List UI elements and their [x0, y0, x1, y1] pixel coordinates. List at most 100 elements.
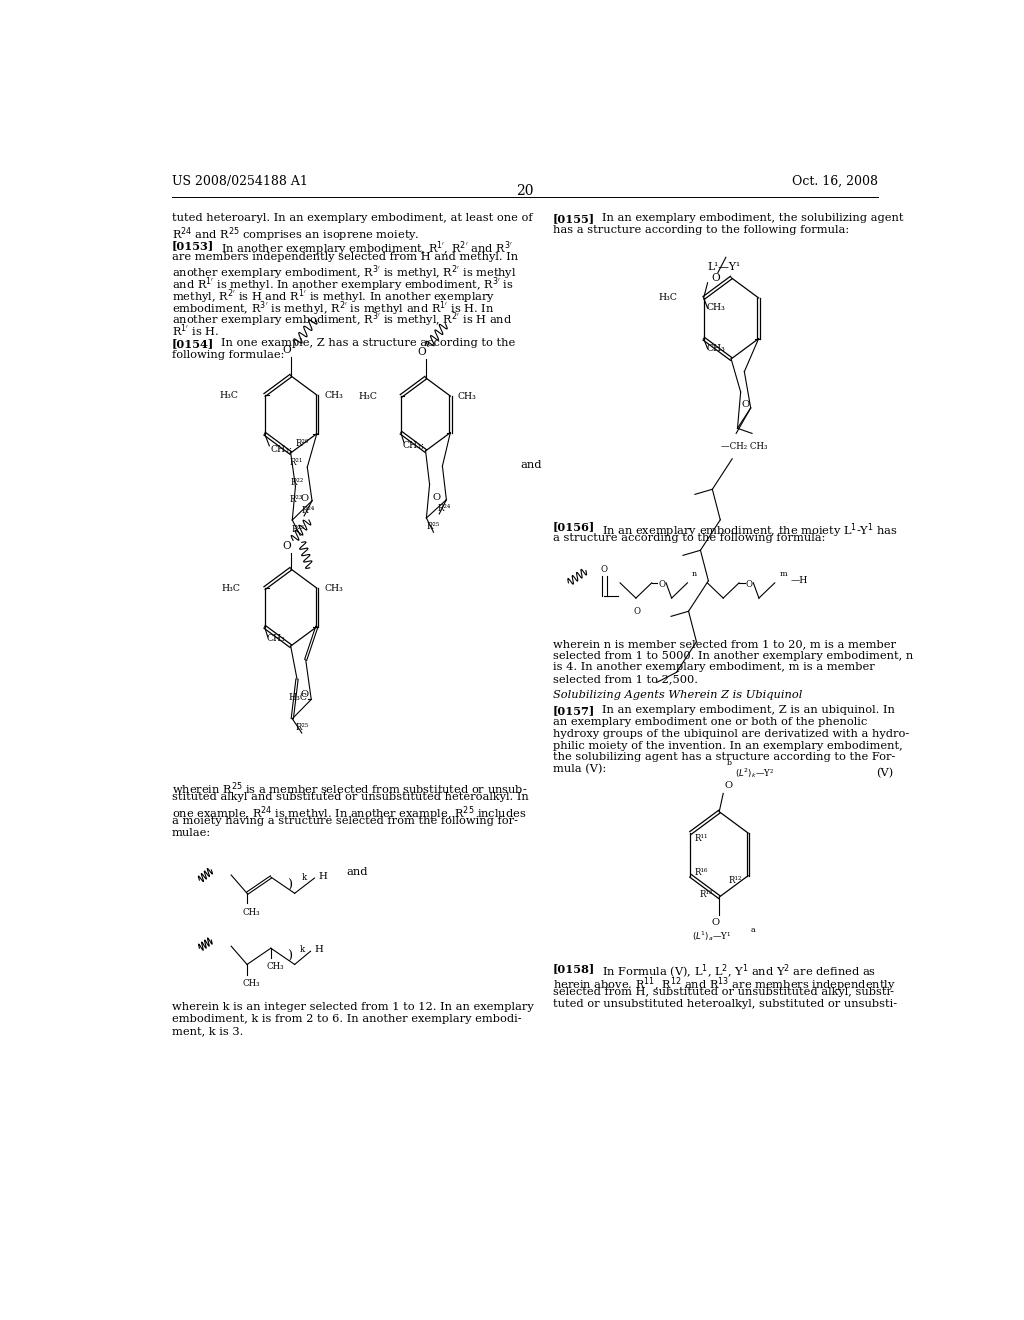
Text: [0156]: [0156]: [553, 521, 595, 532]
Text: [0157]: [0157]: [553, 705, 595, 715]
Text: R²⁵: R²⁵: [292, 525, 305, 535]
Text: CH₃: CH₃: [458, 392, 476, 400]
Text: and: and: [521, 461, 543, 470]
Text: $(L^2)_k$—Y²: $(L^2)_k$—Y²: [735, 766, 774, 780]
Text: R¹⁶: R¹⁶: [694, 869, 708, 878]
Text: O: O: [634, 607, 641, 616]
Text: —CH₂ CH₃: —CH₂ CH₃: [721, 441, 767, 450]
Text: wherein k is an integer selected from 1 to 12. In an exemplary: wherein k is an integer selected from 1 …: [172, 1002, 534, 1012]
Text: In one example, Z has a structure according to the: In one example, Z has a structure accord…: [221, 338, 515, 347]
Text: CH₃: CH₃: [243, 978, 260, 987]
Text: (V): (V): [877, 768, 894, 779]
Text: Oct. 16, 2008: Oct. 16, 2008: [792, 174, 878, 187]
Text: is 4. In another exemplary embodiment, m is a member: is 4. In another exemplary embodiment, m…: [553, 663, 874, 672]
Text: CH₃: CH₃: [324, 583, 343, 593]
Text: embodiment, R$^{3'}$ is methyl, R$^{2'}$ is methyl and R$^{1'}$ is H. In: embodiment, R$^{3'}$ is methyl, R$^{2'}$…: [172, 300, 494, 318]
Text: [0155]: [0155]: [553, 214, 595, 224]
Text: CH₃;: CH₃;: [270, 445, 292, 453]
Text: m: m: [779, 570, 787, 578]
Text: O: O: [417, 347, 426, 358]
Text: b: b: [727, 759, 732, 767]
Text: R²⁰: R²⁰: [296, 438, 309, 447]
Text: H₃C: H₃C: [658, 293, 677, 302]
Text: a structure according to the following formula:: a structure according to the following f…: [553, 533, 825, 544]
Text: [0153]: [0153]: [172, 240, 214, 251]
Text: L¹—Y¹: L¹—Y¹: [708, 263, 740, 272]
Text: O: O: [283, 541, 291, 552]
Text: tuted or unsubstituted heteroalkyl, substituted or unsubsti-: tuted or unsubstituted heteroalkyl, subs…: [553, 999, 897, 1008]
Text: R²⁵: R²⁵: [426, 523, 439, 531]
Text: O: O: [300, 494, 308, 503]
Text: and R$^{1'}$ is methyl. In another exemplary embodiment, R$^{3'}$ is: and R$^{1'}$ is methyl. In another exemp…: [172, 276, 513, 294]
Text: —H: —H: [791, 577, 808, 585]
Text: O: O: [712, 273, 720, 282]
Text: another exemplary embodiment, R$^{3'}$ is methyl, R$^{2'}$ is methyl: another exemplary embodiment, R$^{3'}$ i…: [172, 264, 516, 282]
Text: O: O: [712, 917, 719, 927]
Text: O: O: [745, 581, 753, 590]
Text: selected from 1 to 2,500.: selected from 1 to 2,500.: [553, 675, 697, 684]
Text: R¹¹: R¹¹: [694, 834, 708, 842]
Text: In Formula (V), L$^{1}$, L$^{2}$, Y$^{1}$ and Y$^{2}$ are defined as: In Formula (V), L$^{1}$, L$^{2}$, Y$^{1}…: [602, 964, 876, 981]
Text: herein above. R$^{11}$, R$^{12}$ and R$^{13}$ are members independently: herein above. R$^{11}$, R$^{12}$ and R$^…: [553, 975, 896, 994]
Text: mulae:: mulae:: [172, 828, 211, 838]
Text: R$^{24}$ and R$^{25}$ comprises an isoprene moiety.: R$^{24}$ and R$^{25}$ comprises an isopr…: [172, 226, 419, 244]
Text: are members independently selected from H and methyl. In: are members independently selected from …: [172, 252, 518, 261]
Text: In another exemplary embodiment, R$^{1'}$, R$^{2'}$ and R$^{3'}$: In another exemplary embodiment, R$^{1'}…: [221, 240, 513, 259]
Text: R²³: R²³: [290, 495, 303, 504]
Text: philic moiety of the invention. In an exemplary embodiment,: philic moiety of the invention. In an ex…: [553, 741, 902, 751]
Text: R²⁵: R²⁵: [295, 723, 308, 731]
Text: ): ): [287, 950, 292, 962]
Text: tuted heteroaryl. In an exemplary embodiment, at least one of: tuted heteroaryl. In an exemplary embodi…: [172, 214, 532, 223]
Text: has a structure according to the following formula:: has a structure according to the followi…: [553, 226, 849, 235]
Text: one example, R$^{24}$ is methyl. In another example, R$^{25}$ includes: one example, R$^{24}$ is methyl. In anot…: [172, 804, 526, 822]
Text: O: O: [433, 492, 441, 502]
Text: CH₃: CH₃: [243, 908, 260, 916]
Text: wherein R$^{25}$ is a member selected from substituted or unsub-: wherein R$^{25}$ is a member selected fr…: [172, 780, 527, 797]
Text: In an exemplary embodiment, the solubilizing agent: In an exemplary embodiment, the solubili…: [602, 214, 903, 223]
Text: O: O: [283, 346, 291, 355]
Text: O: O: [300, 690, 308, 700]
Text: methyl, R$^{2'}$ is H and R$^{1'}$ is methyl. In another exemplary: methyl, R$^{2'}$ is H and R$^{1'}$ is me…: [172, 288, 495, 306]
Text: H₃C: H₃C: [219, 391, 239, 400]
Text: 20: 20: [516, 183, 534, 198]
Text: and: and: [346, 867, 368, 876]
Text: n: n: [691, 570, 696, 578]
Text: R¹³: R¹³: [699, 890, 713, 899]
Text: R²⁴: R²⁴: [437, 504, 451, 512]
Text: ment, k is 3.: ment, k is 3.: [172, 1026, 243, 1036]
Text: mula (V):: mula (V):: [553, 764, 606, 775]
Text: embodiment, k is from 2 to 6. In another exemplary embodi-: embodiment, k is from 2 to 6. In another…: [172, 1014, 521, 1024]
Text: k: k: [300, 945, 305, 954]
Text: an exemplary embodiment one or both of the phenolic: an exemplary embodiment one or both of t…: [553, 717, 867, 727]
Text: hydroxy groups of the ubiquinol are derivatized with a hydro-: hydroxy groups of the ubiquinol are deri…: [553, 729, 909, 739]
Text: CH₃: CH₃: [266, 962, 284, 972]
Text: H₃C: H₃C: [358, 392, 377, 400]
Text: R$^{1'}$ is H.: R$^{1'}$ is H.: [172, 323, 219, 339]
Text: Solubilizing Agents Wherein Z is Ubiquinol: Solubilizing Agents Wherein Z is Ubiquin…: [553, 690, 802, 700]
Text: ): ): [287, 879, 292, 892]
Text: H₃C: H₃C: [221, 583, 240, 593]
Text: selected from H, substituted or unsubstituted alkyl, substi-: selected from H, substituted or unsubsti…: [553, 987, 894, 997]
Text: O: O: [725, 780, 733, 789]
Text: the solubilizing agent has a structure according to the For-: the solubilizing agent has a structure a…: [553, 752, 895, 763]
Text: US 2008/0254188 A1: US 2008/0254188 A1: [172, 174, 307, 187]
Text: wherein n is member selected from 1 to 20, m is a member: wherein n is member selected from 1 to 2…: [553, 639, 896, 648]
Text: CH₃: CH₃: [706, 304, 725, 312]
Text: O: O: [741, 400, 750, 408]
Text: R¹²: R¹²: [728, 876, 741, 886]
Text: another exemplary embodiment, R$^{3'}$ is methyl, R$^{2'}$ is H and: another exemplary embodiment, R$^{3'}$ i…: [172, 312, 512, 330]
Text: CH₃: CH₃: [266, 635, 285, 643]
Text: k: k: [302, 873, 307, 882]
Text: CH₃: CH₃: [706, 345, 725, 354]
Text: $(L^1)_a$—Y¹: $(L^1)_a$—Y¹: [691, 929, 731, 942]
Text: [0154]: [0154]: [172, 338, 214, 348]
Text: CH₃: CH₃: [325, 391, 344, 400]
Text: stituted alkyl and substituted or unsubstituted heteroalkyl. In: stituted alkyl and substituted or unsubs…: [172, 792, 528, 803]
Text: R²²: R²²: [290, 478, 303, 487]
Text: R²⁴: R²⁴: [301, 506, 314, 515]
Text: H₃C: H₃C: [289, 693, 307, 702]
Text: a moiety having a structure selected from the following for-: a moiety having a structure selected fro…: [172, 816, 518, 826]
Text: In an exemplary embodiment, Z is an ubiquinol. In: In an exemplary embodiment, Z is an ubiq…: [602, 705, 895, 715]
Text: a: a: [751, 925, 756, 933]
Text: CH₃;: CH₃;: [402, 441, 424, 449]
